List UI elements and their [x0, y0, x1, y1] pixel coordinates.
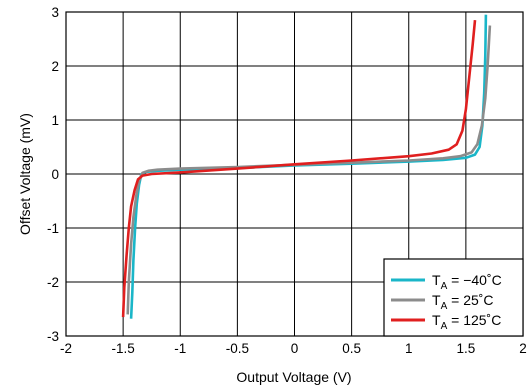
y-tick-label: -2 [47, 275, 59, 290]
y-tick-label: -1 [47, 221, 59, 236]
x-tick-label: 0 [291, 341, 299, 356]
legend-label-2: TA = 125˚C [432, 312, 501, 332]
legend-label-suffix: = 25˚C [447, 292, 493, 308]
x-axis-title: Output Voltage (V) [236, 369, 351, 385]
x-tick-label: 1 [405, 341, 413, 356]
legend-label-0: TA = −40˚C [432, 272, 502, 292]
y-tick-label: -3 [47, 329, 59, 344]
x-tick-label: -1 [174, 341, 186, 356]
legend-label-prefix: T [432, 272, 441, 288]
x-tick-label: 2 [519, 341, 527, 356]
legend-label-subscript: A [441, 321, 448, 332]
x-tick-label: -0.5 [226, 341, 249, 356]
y-axis-title: Offset Voltage (mV) [17, 113, 33, 235]
legend-label-prefix: T [432, 292, 441, 308]
x-tick-label: 1.5 [456, 341, 475, 356]
legend-label-subscript: A [441, 281, 448, 292]
legend: TA = −40˚CTA = 25˚CTA = 125˚C [383, 258, 524, 337]
legend-label-prefix: T [432, 312, 441, 328]
x-tick-label: -2 [60, 341, 72, 356]
legend-label-suffix: = 125˚C [447, 312, 501, 328]
y-tick-label: 1 [51, 113, 59, 128]
x-tick-label: -1.5 [111, 341, 134, 356]
legend-label-subscript: A [441, 301, 448, 312]
y-tick-label: 0 [51, 167, 59, 182]
y-tick-labels: 3 2 1 0 -1 -2 -3 [47, 5, 59, 344]
series-layer [121, 14, 492, 319]
legend-box [383, 258, 524, 337]
x-tick-label: 0.5 [342, 341, 361, 356]
legend-label-1: TA = 25˚C [432, 292, 494, 312]
legend-label-suffix: = −40˚C [447, 272, 501, 288]
y-tick-label: 3 [51, 5, 59, 20]
x-tick-labels: -2 -1.5 -1 -0.5 0 0.5 1 1.5 2 [60, 341, 527, 356]
plot-area-frame [65, 11, 524, 337]
y-tick-label: 2 [51, 59, 59, 74]
series-line-2 [121, 19, 477, 318]
